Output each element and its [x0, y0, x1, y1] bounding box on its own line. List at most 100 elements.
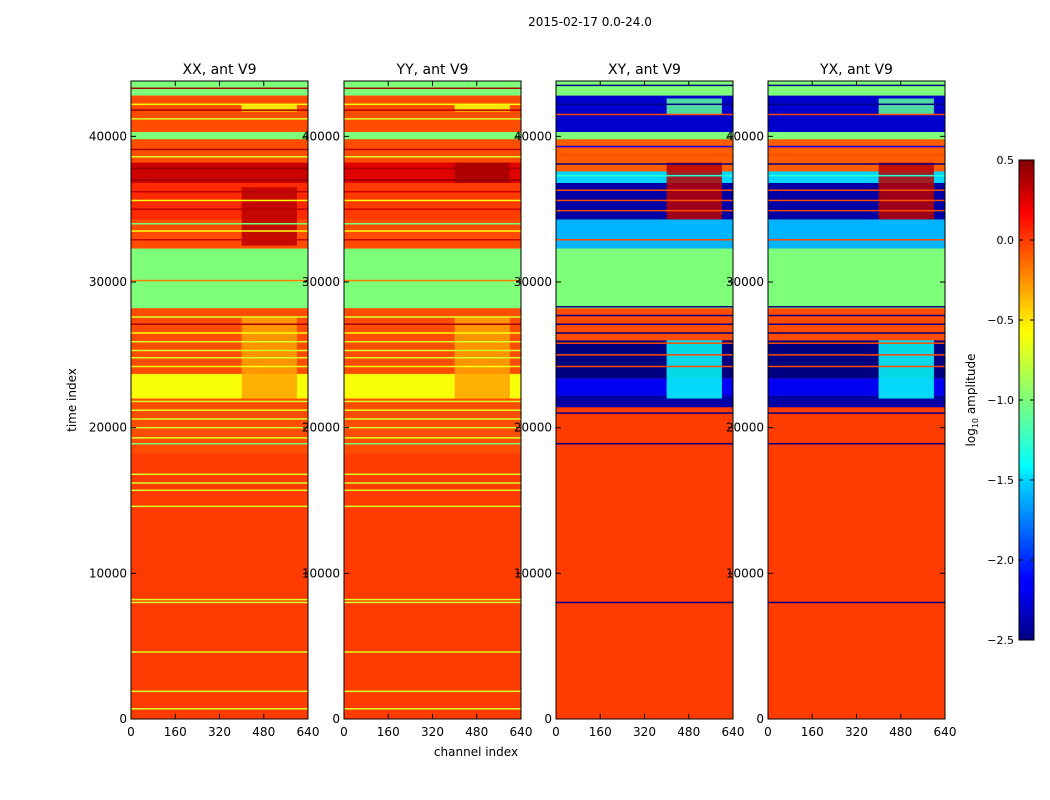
- x-tick-label: 160: [801, 725, 824, 739]
- y-tick-label: 20000: [302, 421, 340, 435]
- heatmap-line: [768, 174, 945, 177]
- x-tick-label: 480: [889, 725, 912, 739]
- heatmap-line: [131, 167, 308, 170]
- y-tick-label: 40000: [514, 129, 552, 143]
- y-tick-label: 0: [544, 712, 552, 726]
- heatmap-line: [768, 342, 945, 344]
- heatmap-band: [768, 407, 945, 719]
- heatmap-line: [768, 113, 945, 116]
- heatmap-line: [344, 357, 521, 359]
- heatmap-patch: [878, 340, 934, 399]
- heatmap-line: [131, 87, 308, 90]
- heatmap-line: [344, 199, 521, 202]
- heatmap-line: [344, 598, 521, 601]
- heatmap-line: [556, 342, 733, 344]
- y-tick-label: 20000: [726, 421, 764, 435]
- heatmap-line: [344, 442, 521, 445]
- heatmap-line: [768, 306, 945, 308]
- heatmap-line: [768, 354, 945, 356]
- heatmap-band: [344, 95, 521, 132]
- colorbar-label-prefix: log: [964, 428, 978, 446]
- heatmap-line: [344, 155, 521, 158]
- heatmap-patch: [241, 104, 297, 112]
- heatmap-line: [768, 103, 945, 106]
- panel-title: XX, ant V9: [183, 62, 257, 78]
- heatmap-line: [768, 189, 945, 191]
- heatmap-line: [768, 332, 945, 334]
- heatmap-line: [344, 230, 521, 232]
- heatmap-band: [131, 248, 308, 309]
- heatmap-line: [556, 332, 733, 334]
- x-tick-label: 160: [589, 725, 612, 739]
- x-tick-label: 0: [552, 725, 560, 739]
- colorbar-label-suffix: amplitude: [964, 354, 978, 418]
- heatmap-line: [556, 354, 733, 356]
- heatmap-panel: YY, ant V9 0 160 320 480 640 0 10000 20000 30000 4…: [302, 62, 533, 739]
- colorbar-label: log10 amplitude: [964, 354, 980, 447]
- x-tick-label: 0: [340, 725, 348, 739]
- x-axis-label: channel index: [434, 745, 518, 759]
- x-tick-label: 320: [633, 725, 656, 739]
- heatmap-line: [344, 340, 521, 343]
- y-tick-label: 30000: [726, 275, 764, 289]
- heatmap-line: [344, 473, 521, 476]
- heatmap-panels: XX, ant V9 0 160 320 480 640 0 10000 20000 30000 4…: [89, 62, 957, 739]
- heatmap-line: [556, 174, 733, 177]
- heatmap-line: [344, 418, 521, 420]
- heatmap-cells: [768, 81, 945, 719]
- heatmap-patch: [241, 187, 297, 246]
- heatmap-band: [556, 219, 733, 249]
- panel-title: YY, ant V9: [396, 62, 469, 78]
- colorbar-label-subscript: 10: [971, 418, 980, 428]
- heatmap-line: [344, 323, 521, 326]
- heatmap-band: [344, 139, 521, 163]
- heatmap-line: [344, 349, 521, 352]
- y-tick-label: 10000: [514, 566, 552, 580]
- heatmap-line: [344, 482, 521, 484]
- heatmap-line: [556, 145, 733, 148]
- heatmap-band: [556, 395, 733, 408]
- heatmap-line: [131, 222, 308, 225]
- heatmap-line: [344, 651, 521, 653]
- y-tick-label: 10000: [302, 566, 340, 580]
- heatmap-band: [131, 398, 308, 454]
- heatmap-patch: [878, 98, 934, 115]
- heatmap-line: [131, 316, 308, 318]
- colorbar-tick-label: −0.5: [987, 314, 1014, 327]
- heatmap-line: [556, 601, 733, 604]
- heatmap-line: [344, 208, 521, 210]
- heatmap-line: [131, 601, 308, 604]
- y-tick-label: 20000: [514, 421, 552, 435]
- heatmap-band: [768, 171, 945, 183]
- heatmap-line: [131, 279, 308, 282]
- heatmap-band: [344, 398, 521, 454]
- heatmap-line: [344, 103, 521, 106]
- heatmap-line: [131, 230, 308, 232]
- y-tick-label: 40000: [89, 129, 127, 143]
- heatmap-band: [131, 131, 308, 140]
- x-tick-label: 160: [377, 725, 400, 739]
- heatmap-line: [344, 316, 521, 318]
- heatmap-band: [344, 248, 521, 309]
- heatmap-band: [556, 131, 733, 140]
- heatmap-line: [556, 103, 733, 106]
- heatmap-line: [131, 340, 308, 343]
- heatmap-cells: [556, 81, 733, 719]
- heatmap-line: [344, 505, 521, 508]
- heatmap-line: [768, 323, 945, 326]
- heatmap-line: [768, 314, 945, 317]
- heatmap-line: [556, 323, 733, 326]
- heatmap-band: [344, 453, 521, 719]
- heatmap-line: [344, 332, 521, 334]
- heatmap-line: [344, 179, 521, 181]
- heatmap-line: [768, 163, 945, 165]
- heatmap-line: [344, 400, 521, 403]
- heatmap-line: [768, 154, 945, 157]
- x-tick-label: 480: [465, 725, 488, 739]
- x-tick-label: 160: [164, 725, 187, 739]
- y-tick-label: 10000: [89, 566, 127, 580]
- heatmap-line: [131, 473, 308, 476]
- heatmap-line: [344, 708, 521, 710]
- heatmap-line: [344, 222, 521, 225]
- colorbar-tick-label: −2.5: [987, 634, 1014, 647]
